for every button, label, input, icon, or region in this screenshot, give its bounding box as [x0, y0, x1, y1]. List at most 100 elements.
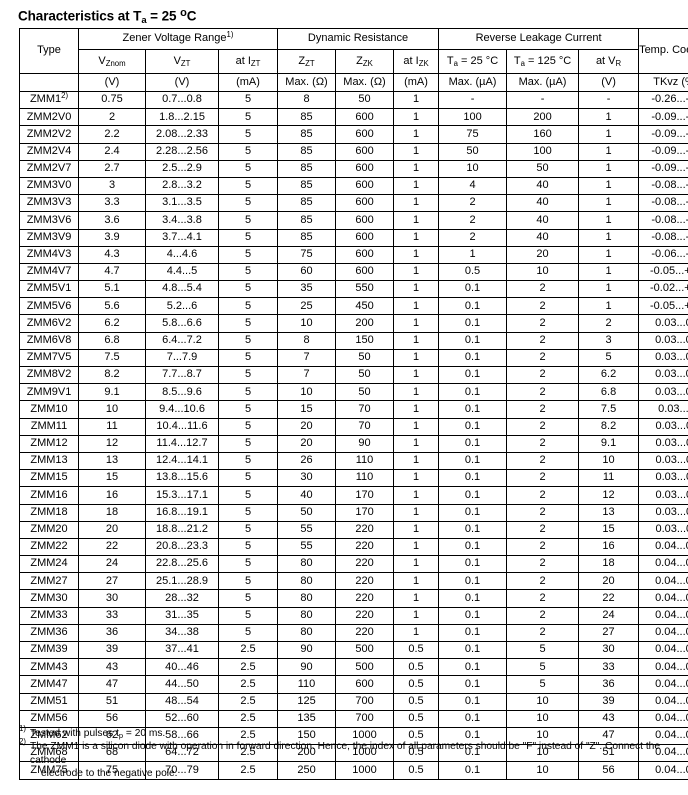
cell-izt: 5 — [217, 108, 279, 127]
symbol-izk-sub: ZK — [418, 59, 429, 69]
cell-vr: 1 — [578, 228, 640, 247]
table-row: ZMM202018.8...21.255522010.12150.03...0.… — [19, 520, 688, 539]
type-label: ZMM5V1 — [26, 282, 72, 295]
cell-tk: 0.04...0.12 — [638, 572, 688, 591]
type-label: ZMM2V2 — [26, 127, 72, 140]
cell-ir125: 2 — [506, 589, 580, 608]
cell-zzk: 220 — [335, 606, 395, 625]
column-header-zzt: ZZT — [277, 49, 337, 74]
cell-zzt: 55 — [277, 537, 337, 557]
footnote-2-line2: electrode to the negative pole. — [41, 768, 178, 780]
cell-zzk: 220 — [335, 555, 395, 574]
column-header-vzt: VZT — [145, 49, 219, 74]
cell-vr: - — [578, 90, 640, 110]
cell-ir125: 20 — [506, 245, 580, 264]
cell-vr: 27 — [578, 623, 640, 643]
cell-vr: 43 — [578, 709, 640, 728]
cell-vznom: 47 — [78, 675, 146, 694]
cell-ir125: - — [506, 90, 580, 110]
cell-zzt: 10 — [277, 383, 337, 402]
symbol-izt-sub: ZT — [250, 59, 261, 69]
symbol-ta25-tail: = 25 °C — [457, 54, 499, 67]
cell-vr: 1 — [578, 280, 640, 299]
cell-vznom: 22 — [78, 537, 146, 557]
cell-type: ZMM27 — [19, 572, 79, 591]
cell-ir125: 2 — [506, 348, 580, 368]
cell-izt: 5 — [217, 297, 279, 316]
cell-izt: 5 — [217, 572, 279, 591]
cell-vzt: 44...50 — [145, 675, 219, 694]
column-header-ta-25: Ta = 25 °C — [438, 49, 508, 74]
cell-zzk: 600 — [335, 228, 395, 247]
symbol-vzt-sub: ZT — [180, 59, 191, 69]
cell-vznom: 68 — [78, 744, 146, 763]
cell-zzk: 600 — [335, 675, 395, 694]
cell-vr: 7.5 — [578, 400, 640, 419]
cell-vzt: 34...38 — [145, 623, 219, 643]
cell-vzt: 48...54 — [145, 692, 219, 711]
cell-ir25: 0.1 — [438, 348, 508, 368]
cell-zzt: 20 — [277, 434, 337, 453]
table-row: ZMM68 68 64...72 2.5 200 1000 0.5 0.1 10 51 0.04..… — [19, 744, 688, 763]
cell-type: ZMM2V0 — [19, 108, 79, 127]
cell-izk: 0.5 — [393, 675, 440, 694]
cell-type: ZMM2V2 — [19, 125, 79, 144]
cell-izk: 1 — [393, 365, 440, 385]
cell-tk: -0.08...-0.05 — [638, 228, 688, 247]
cell-zzt: 55 — [277, 520, 337, 539]
cell-izt: 2.5 — [217, 658, 279, 677]
cell-tk: 0.03...0.07 — [638, 348, 688, 368]
cell-vr: 6.8 — [578, 383, 640, 402]
cell-izk: 1 — [393, 297, 440, 316]
cell-vznom: 30 — [78, 589, 146, 608]
symbol-ta125-sub: a — [520, 59, 525, 69]
cell-ir125: 2 — [506, 606, 580, 625]
table-head: Type Zener Voltage Range1) Dynamic Resis… — [19, 28, 688, 92]
type-label: ZMM30 — [30, 591, 68, 604]
cell-tk: -0.02...+0.02 — [638, 280, 688, 299]
symbol-ta25-sub: a — [453, 59, 458, 69]
cell-vr: 20 — [578, 572, 640, 591]
cell-vzt: 2.5...2.9 — [145, 159, 219, 178]
cell-izk: 0.5 — [393, 744, 440, 763]
cell-ir25: 0.1 — [438, 709, 508, 728]
unit-type — [19, 73, 79, 92]
cell-vr: 12 — [578, 486, 640, 505]
type-label: ZMM24 — [30, 557, 68, 570]
cell-vr: 1 — [578, 211, 640, 230]
cell-vr: 33 — [578, 658, 640, 677]
cell-ir25: 2 — [438, 211, 508, 230]
cell-zzk: 170 — [335, 503, 395, 522]
cell-zzk: 170 — [335, 486, 395, 505]
symbol-zzt-main: Z — [298, 54, 306, 67]
cell-tk: -0.09...-0.06 — [638, 125, 688, 144]
cell-vzt: 8.5...9.6 — [145, 383, 219, 402]
cell-vr: 51 — [578, 744, 640, 763]
cell-izt: 5 — [217, 451, 279, 471]
cell-izk: 1 — [393, 606, 440, 625]
symbol-vznom-sub: Znom — [105, 59, 126, 69]
cell-vznom: 2.7 — [78, 159, 146, 178]
table-row: ZMM2V72.72.5...2.9585600110501-0.09...-0… — [19, 159, 688, 178]
type-label: ZMM2V0 — [26, 110, 72, 123]
cell-vr: 2 — [578, 314, 640, 333]
cell-vr: 1 — [578, 297, 640, 316]
cell-zzk: 50 — [335, 383, 395, 402]
cell-izt: 5 — [217, 228, 279, 247]
cell-type: ZMM68 — [19, 744, 79, 763]
table-row: ZMM3V33.33.1...3.558560012401-0.08...-0.… — [19, 194, 688, 213]
cell-tk: -0.08...-0.05 — [638, 176, 688, 196]
table-row: ZMM6V26.25.8...6.651020010.1220.03...0.0… — [19, 314, 688, 333]
type-label: ZMM33 — [30, 608, 68, 621]
cell-ir25: 0.1 — [438, 537, 508, 557]
cell-vzt: 5.8...6.6 — [145, 314, 219, 333]
cell-zzt: 75 — [277, 245, 337, 264]
cell-zzt: 135 — [277, 709, 337, 728]
cell-vzt: 9.4...10.6 — [145, 400, 219, 419]
cell-zzt: 85 — [277, 194, 337, 213]
cell-ir25: 0.1 — [438, 434, 508, 453]
cell-vznom: 3 — [78, 176, 146, 196]
cell-ir125: 40 — [506, 228, 580, 247]
cell-ir25: 0.1 — [438, 520, 508, 539]
